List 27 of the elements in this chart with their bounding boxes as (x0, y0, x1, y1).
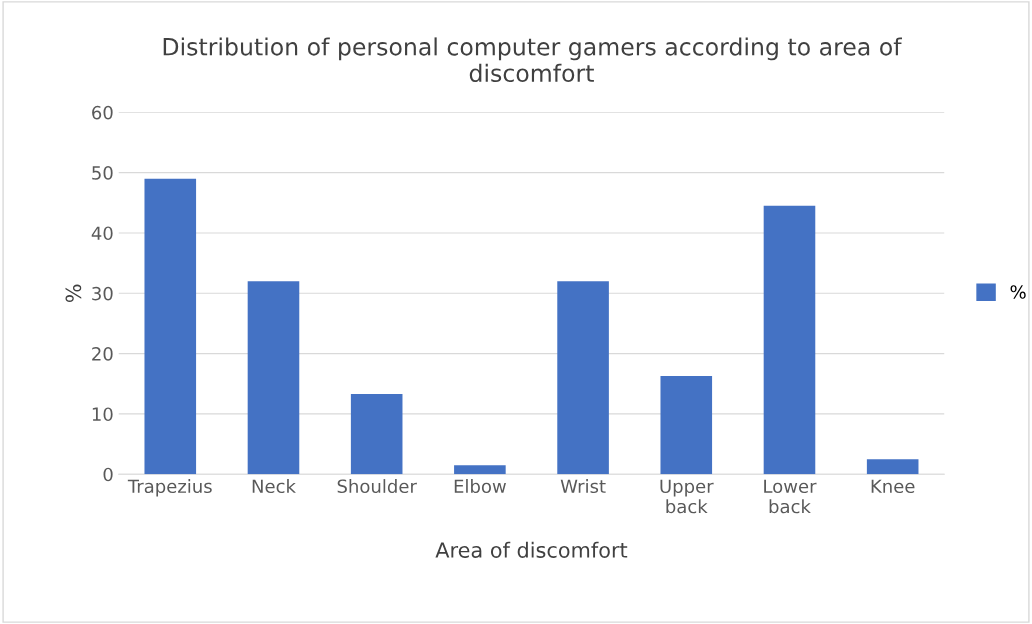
x-tick-label: Shoulder (337, 479, 417, 494)
x-tick-label: Knee (871, 479, 915, 494)
x-tick-label: Upper back (660, 479, 714, 514)
x-axis-title: Area of discomfort (435, 541, 628, 558)
bar (763, 205, 816, 475)
bar (557, 281, 609, 475)
chart-title: Distribution of personal computer gamers according to area of discomfort (163, 37, 902, 83)
bar (454, 465, 506, 475)
x-tick-label: Trapezius (127, 479, 212, 497)
y-tick-label: 50 (92, 166, 113, 180)
y-tick-label: 30 (92, 286, 113, 301)
bar (866, 459, 919, 475)
y-axis-title: % (65, 284, 82, 303)
y-tick-label: 10 (92, 407, 113, 422)
y-tick-label: 0 (103, 467, 113, 482)
x-tick-label: Neck (252, 479, 296, 494)
bar (350, 394, 403, 475)
bar (247, 281, 300, 475)
bar (660, 375, 713, 475)
y-tick-label: 20 (92, 347, 113, 361)
bar (144, 178, 197, 475)
x-tick-label: Wrist (560, 479, 606, 494)
x-tick-label: Lower back (764, 479, 817, 514)
legend-label: % (1010, 285, 1026, 299)
y-tick-label: 40 (91, 226, 113, 241)
x-tick-label: Elbow (454, 479, 506, 494)
y-tick-label: 60 (92, 105, 113, 120)
